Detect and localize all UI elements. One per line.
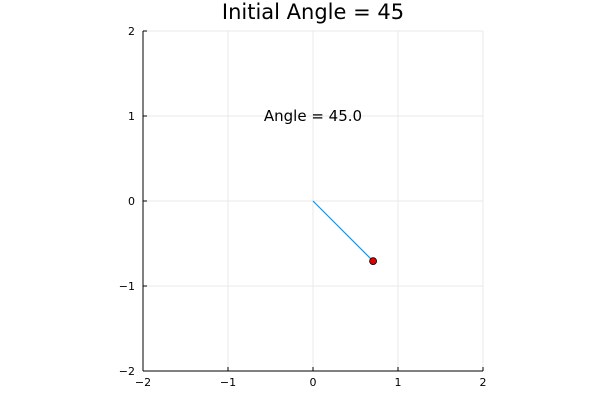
series-line-0	[312, 200, 374, 262]
axes	[142, 30, 484, 372]
x-tick-label-3: 1	[395, 376, 402, 389]
chart-title: Initial Angle = 45	[222, 0, 404, 24]
annotation-0: Angle = 45.0	[264, 107, 362, 125]
series-point-1-0	[369, 257, 377, 265]
series	[312, 200, 377, 265]
tick-labels: −2 −1 0 1 2 −2 −1 0 1 2	[119, 25, 487, 389]
y-tick-label-1: −1	[119, 280, 135, 293]
y-tick-label-4: 2	[128, 25, 135, 38]
x-tick-label-1: −1	[220, 376, 236, 389]
y-tick-label-0: −2	[119, 365, 135, 378]
annotations: Angle = 45.0	[264, 107, 362, 125]
y-tick-label-3: 1	[128, 110, 135, 123]
x-tick-label-0: −2	[135, 376, 151, 389]
y-tick-label-2: 0	[128, 195, 135, 208]
x-tick-label-2: 0	[310, 376, 317, 389]
x-tick-label-4: 2	[480, 376, 487, 389]
